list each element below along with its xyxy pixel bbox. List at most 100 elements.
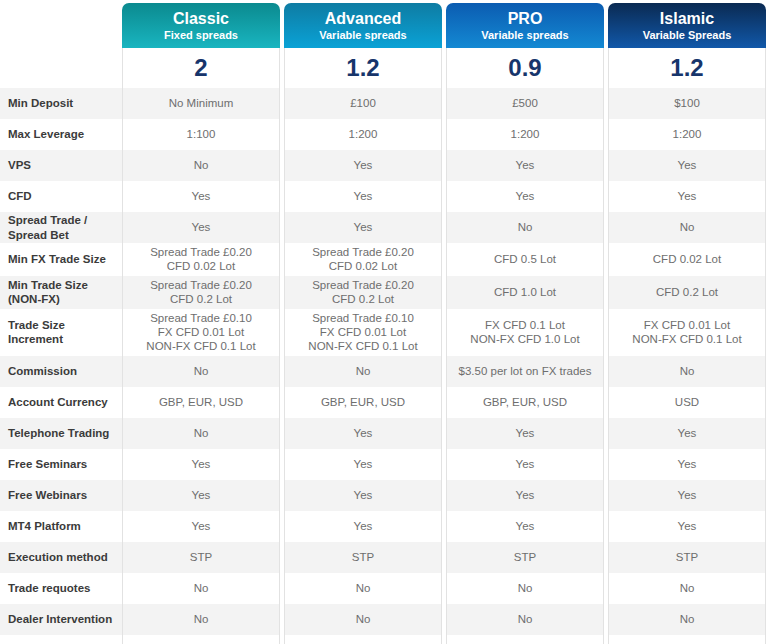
feature-value: Yes <box>122 511 280 542</box>
feature-value: Yes <box>446 449 604 480</box>
account-header-advanced[interactable]: AdvancedVariable spreads <box>284 3 442 48</box>
row-label: Dealer Intervention <box>0 604 122 635</box>
feature-value: £100 <box>284 88 442 119</box>
spread-value: 0.9 <box>446 48 604 88</box>
row-label: Commission <box>0 356 122 387</box>
feature-value: No <box>284 573 442 604</box>
feature-value: STP <box>122 542 280 573</box>
account-header-pro[interactable]: PROVariable spreads <box>446 3 604 48</box>
account-header-islamic[interactable]: IslamicVariable Spreads <box>608 3 766 48</box>
row-label: Account Currency <box>0 387 122 418</box>
feature-row: Spread Trade / Spread BetYesYesNoNo <box>0 212 772 243</box>
feature-value: 1:200 <box>284 119 442 150</box>
feature-value: Yes <box>284 150 442 181</box>
feature-value: Spread Trade £0.10 FX CFD 0.01 Lot NON-F… <box>284 309 442 356</box>
feature-value: Yes <box>446 418 604 449</box>
feature-value: No <box>284 604 442 635</box>
account-subtitle: Variable spreads <box>284 29 442 41</box>
feature-value: No <box>122 150 280 181</box>
feature-value: Yes <box>608 150 766 181</box>
feature-row: Min FX Trade SizeSpread Trade £0.20 CFD … <box>0 243 772 276</box>
spread-value: 1.2 <box>284 48 442 88</box>
row-label <box>0 635 122 644</box>
feature-value: CFD 0.02 Lot <box>608 243 766 276</box>
feature-value: 1:100 <box>122 119 280 150</box>
feature-value: £500 <box>446 88 604 119</box>
feature-value: FX CFD 0.1 Lot NON-FX CFD 1.0 Lot <box>446 309 604 356</box>
feature-value: Yes <box>284 511 442 542</box>
account-subtitle: Fixed spreads <box>122 29 280 41</box>
label-column-spacer <box>0 3 122 48</box>
feature-value: 1:200 <box>446 119 604 150</box>
feature-value: Spread Trade £0.20 CFD 0.2 Lot <box>122 276 280 309</box>
column-headers: ClassicFixed spreadsAdvancedVariable spr… <box>0 3 772 48</box>
row-label: Min Deposit <box>0 88 122 119</box>
feature-value: $100 <box>608 88 766 119</box>
feature-value: Yes <box>284 418 442 449</box>
feature-value: Yes <box>122 212 280 243</box>
spread-value: 2 <box>122 48 280 88</box>
feature-value: No Minimum <box>122 88 280 119</box>
feature-value: Yes <box>122 181 280 212</box>
row-label: Free Webinars <box>0 480 122 511</box>
row-label: Min FX Trade Size <box>0 243 122 276</box>
row-label: Trade Size Increment <box>0 309 122 356</box>
row-label: Spread Trade / Spread Bet <box>0 212 122 243</box>
feature-value: Yes <box>284 181 442 212</box>
feature-value <box>446 635 604 644</box>
feature-value: Spread Trade £0.20 CFD 0.02 Lot <box>122 243 280 276</box>
feature-value: CFD 0.5 Lot <box>446 243 604 276</box>
account-subtitle: Variable Spreads <box>608 29 766 41</box>
row-label: VPS <box>0 150 122 181</box>
feature-value <box>122 635 280 644</box>
feature-row: Free SeminarsYesYesYesYes <box>0 449 772 480</box>
feature-row: CommissionNoNo$3.50 per lot on FX trades… <box>0 356 772 387</box>
feature-value: Yes <box>608 181 766 212</box>
feature-value: Yes <box>284 449 442 480</box>
feature-value: Yes <box>122 449 280 480</box>
account-name: Islamic <box>608 10 766 28</box>
feature-value: No <box>122 604 280 635</box>
feature-value: No <box>608 212 766 243</box>
partial-row <box>0 635 772 644</box>
feature-value: Yes <box>446 511 604 542</box>
row-label: Telephone Trading <box>0 418 122 449</box>
row-label: Free Seminars <box>0 449 122 480</box>
feature-value: Yes <box>284 212 442 243</box>
feature-row: Max Leverage1:1001:2001:2001:200 <box>0 119 772 150</box>
feature-value: No <box>446 212 604 243</box>
feature-value: $3.50 per lot on FX trades <box>446 356 604 387</box>
feature-row: Min DepositNo Minimum£100£500$100 <box>0 88 772 119</box>
feature-row: Execution methodSTPSTPSTPSTP <box>0 542 772 573</box>
feature-value: CFD 0.2 Lot <box>608 276 766 309</box>
row-label: CFD <box>0 181 122 212</box>
spread-numbers-row: 21.20.91.2 <box>0 48 772 88</box>
row-label: Min Trade Size (NON-FX) <box>0 276 122 309</box>
feature-value: No <box>122 573 280 604</box>
feature-value: Yes <box>446 480 604 511</box>
feature-value: Yes <box>446 150 604 181</box>
feature-value: Yes <box>446 181 604 212</box>
feature-row: VPSNoYesYesYes <box>0 150 772 181</box>
row-label: Trade requotes <box>0 573 122 604</box>
feature-value: Spread Trade £0.20 CFD 0.2 Lot <box>284 276 442 309</box>
feature-value: USD <box>608 387 766 418</box>
feature-value: Yes <box>608 449 766 480</box>
feature-value: FX CFD 0.01 Lot NON-FX CFD 0.1 Lot <box>608 309 766 356</box>
feature-value: STP <box>284 542 442 573</box>
spread-value: 1.2 <box>608 48 766 88</box>
account-header-classic[interactable]: ClassicFixed spreads <box>122 3 280 48</box>
feature-row: MT4 PlatformYesYesYesYes <box>0 511 772 542</box>
feature-value: GBP, EUR, USD <box>122 387 280 418</box>
feature-row: Trade requotesNoNoNoNo <box>0 573 772 604</box>
feature-value: No <box>608 573 766 604</box>
feature-value: No <box>284 356 442 387</box>
feature-value: No <box>122 356 280 387</box>
feature-value: Yes <box>608 480 766 511</box>
feature-row: Dealer InterventionNoNoNoNo <box>0 604 772 635</box>
account-comparison-table: ClassicFixed spreadsAdvancedVariable spr… <box>0 3 772 644</box>
feature-value: STP <box>446 542 604 573</box>
feature-value: No <box>608 356 766 387</box>
row-label: Max Leverage <box>0 119 122 150</box>
feature-value: Yes <box>608 418 766 449</box>
